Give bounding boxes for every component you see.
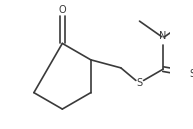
Text: S: S: [190, 69, 193, 79]
Text: N: N: [159, 31, 167, 41]
Text: O: O: [58, 5, 66, 15]
Text: S: S: [136, 78, 142, 88]
